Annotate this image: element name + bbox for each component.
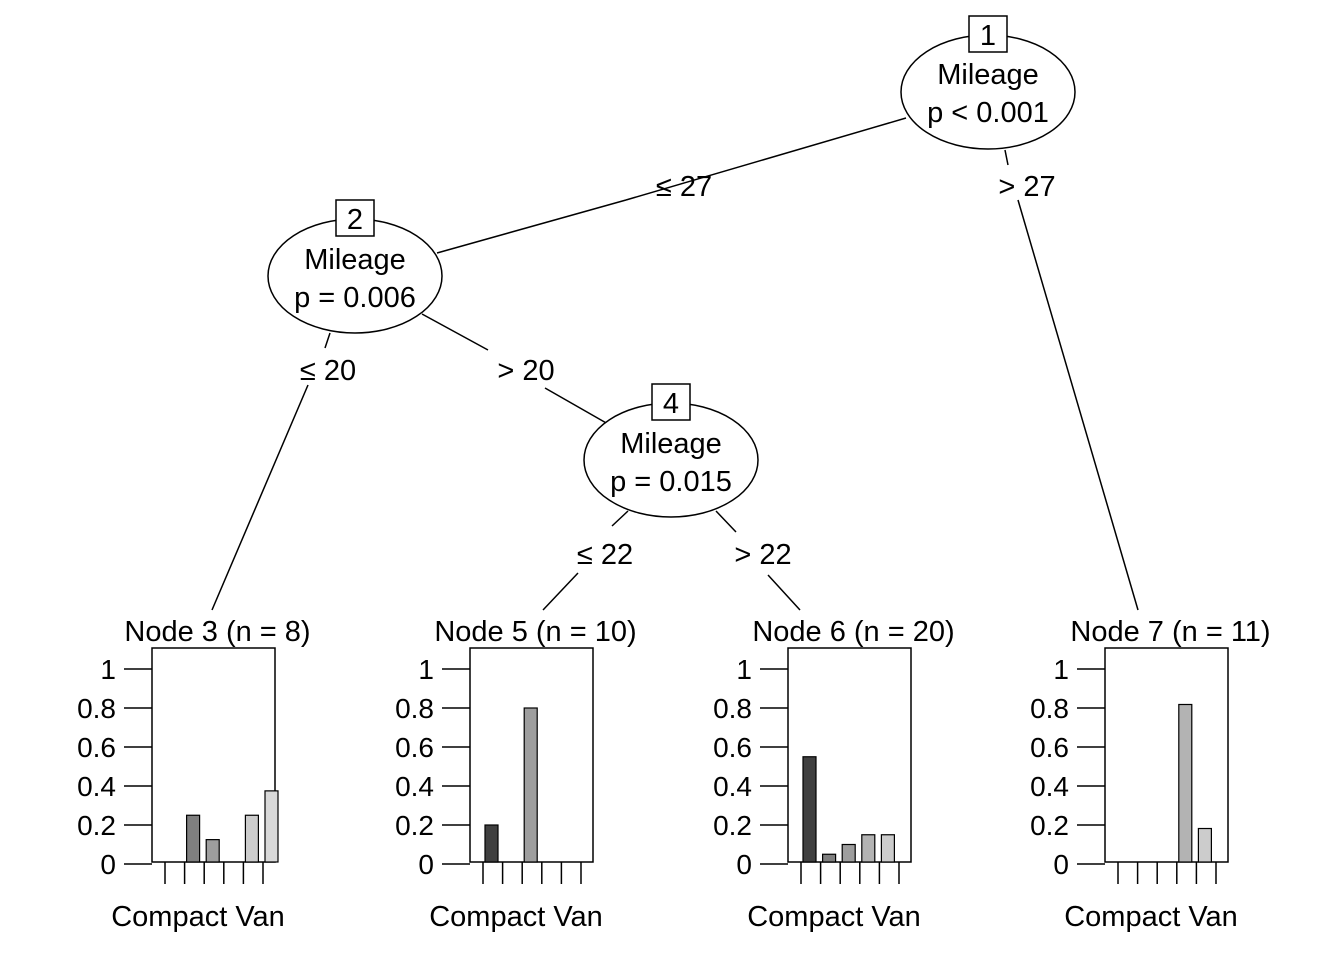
y-tick-label: 0.4 [1030,771,1069,802]
x-axis-label: Compact Van [1064,901,1238,933]
y-tick-label: 0.6 [713,732,752,763]
y-tick-label: 0.6 [395,732,434,763]
bar [1197,827,1213,863]
x-axis-label: Compact Van [429,901,603,933]
edge-4-6-upper [715,510,737,533]
y-tick-label: 0.8 [1030,693,1069,724]
y-tick-label: 0.2 [77,810,116,841]
terminal-node-3: Node 6 (n = 20) 0 0.2 0.4 0.6 0.8 1 Compact Van [713,616,955,933]
terminal-node-4: Node 7 (n = 11) 0 0.2 0.4 0.6 0.8 1 Compact Van [1030,616,1271,933]
terminal-node-1: Node 3 (n = 8) 0 0.2 0.4 0.6 0.8 1 Compact Van [77,616,311,933]
node-id-box [651,383,691,421]
node-id-box [335,199,375,237]
bar [802,756,817,863]
edge-4-6-lower [767,574,801,611]
bar [244,814,259,863]
node-id: 2 [347,204,363,236]
bar [880,834,896,863]
node-pvalue: p = 0.006 [294,282,416,314]
edge-2-3-upper [324,332,331,349]
node-id: 1 [980,20,996,52]
panel-title: Node 3 (n = 8) [124,616,310,648]
edges [211,117,1139,611]
y-tick-label: 0.6 [1030,732,1069,763]
bar [186,814,201,863]
edge-label-2-4: > 20 [497,355,554,387]
y-tick-label: 1 [418,654,434,685]
bar [1178,703,1193,863]
y-tick-label: 0 [100,849,116,880]
edge-4-5-lower [542,572,579,611]
y-tick-label: 0.4 [77,771,116,802]
y-tick-label: 1 [100,654,116,685]
y-tick-label: 1 [736,654,752,685]
edge-4-5-upper [611,510,629,527]
edge-2-3-lower [211,384,309,611]
y-tick-label: 0 [736,849,752,880]
x-axis-label: Compact Van [111,901,285,933]
edge-label-4-5: ≤ 22 [577,539,633,571]
edge-label-1-7: > 27 [998,171,1055,203]
y-tick-label: 0.2 [1030,810,1069,841]
bar [264,790,279,863]
bar [861,834,876,863]
inner-node-1: 1 Mileage p < 0.001 [900,15,1076,150]
inner-node-2: 2 Mileage p = 0.006 [267,199,443,334]
node-variable: Mileage [304,244,406,276]
node-variable: Mileage [620,428,722,460]
edge-label-1-2: ≤ 27 [656,171,712,203]
edge-1-7-upper [1004,149,1009,166]
edge-1-2-upper [625,117,907,201]
bar [484,824,499,863]
y-tick-label: 0.2 [713,810,752,841]
y-tick-label: 0.2 [395,810,434,841]
node-pvalue: p < 0.001 [927,97,1049,129]
edge-2-4-upper [421,313,489,351]
terminal-node-2: Node 5 (n = 10) 0 0.2 0.4 0.6 0.8 1 Compact Van [395,616,637,933]
y-tick-label: 0.8 [713,693,752,724]
edge-1-2-lower [436,199,627,254]
y-tick-label: 0.4 [713,771,752,802]
y-tick-label: 0.8 [77,693,116,724]
edge-label-4-6: > 22 [734,539,791,571]
x-axis-label: Compact Van [747,901,921,933]
panel-title: Node 5 (n = 10) [434,616,636,648]
panel-title: Node 7 (n = 11) [1070,616,1270,648]
bar [523,707,538,863]
edge-label-2-3: ≤ 20 [300,355,356,387]
bar [205,839,220,863]
bar [821,853,837,863]
y-tick-label: 0 [418,849,434,880]
node-id-box [968,15,1008,53]
panel-frame [1104,647,1229,863]
node-variable: Mileage [937,59,1039,91]
y-tick-label: 0.8 [395,693,434,724]
inner-node-4: 4 Mileage p = 0.015 [583,383,759,518]
edge-2-4-lower [544,387,609,425]
node-id: 4 [663,388,679,420]
node-pvalue: p = 0.015 [610,466,732,498]
panel-title: Node 6 (n = 20) [752,616,954,648]
y-tick-label: 0 [1053,849,1069,880]
bar [841,843,856,863]
y-tick-label: 1 [1053,654,1069,685]
edge-1-7-lower [1017,199,1139,611]
y-tick-label: 0.4 [395,771,434,802]
y-tick-label: 0.6 [77,732,116,763]
